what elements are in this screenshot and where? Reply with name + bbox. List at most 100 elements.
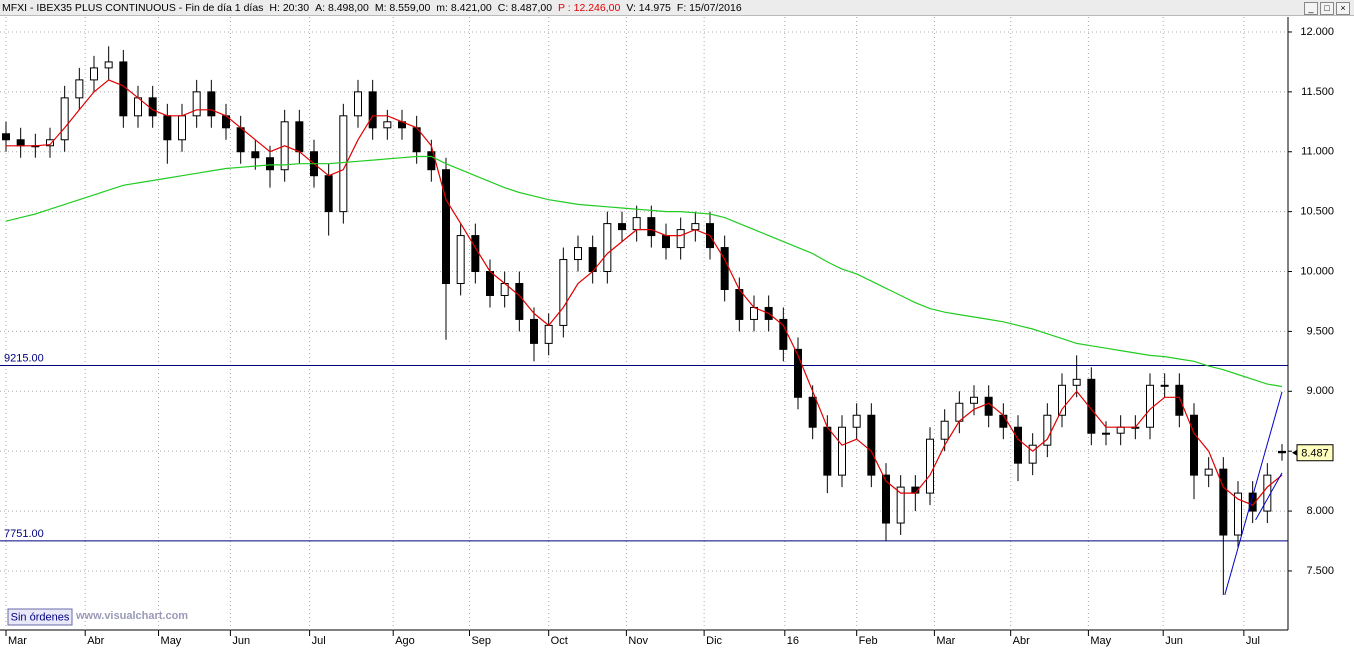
candle-body	[16, 139, 25, 147]
candle-body	[999, 414, 1008, 428]
candle-body	[1116, 426, 1125, 434]
candle-body	[456, 235, 465, 284]
orders-button[interactable]	[7, 608, 73, 626]
maximize-button[interactable]: □	[1320, 2, 1334, 15]
candle-body	[1248, 492, 1257, 512]
candle-body	[1204, 468, 1213, 476]
x-tick-label: Mar	[936, 635, 955, 647]
candle-body	[823, 426, 832, 476]
candle-body	[867, 414, 876, 476]
level-label: 7751.00	[4, 528, 44, 540]
candle-body	[104, 61, 113, 69]
candle-body	[46, 139, 54, 147]
y-tick-label: 11.000	[1301, 146, 1334, 158]
minimize-button[interactable]: _	[1304, 2, 1318, 15]
x-tick-label: Nov	[628, 635, 648, 647]
candle-body	[779, 318, 788, 350]
candle-body	[618, 223, 626, 231]
moving-average	[6, 79, 1283, 506]
watermark: www.visualchart.com	[75, 610, 188, 622]
header-field: F: 15/07/2016	[676, 2, 742, 14]
y-tick-label: 7.500	[1306, 565, 1334, 577]
candle-body	[676, 229, 685, 249]
y-tick-label: 11.500	[1301, 86, 1334, 98]
orders-button-label: Sin órdenes	[11, 611, 70, 623]
candle-body	[515, 282, 524, 320]
candle-body	[1072, 378, 1081, 386]
candle-body	[750, 306, 758, 320]
candle-body	[207, 91, 216, 117]
candle-body	[838, 426, 846, 476]
x-tick-label: Sep	[471, 635, 491, 647]
x-tick-label: Dic	[706, 635, 722, 647]
header-field: H: 20:30	[269, 2, 310, 14]
x-tick-label: Jun	[232, 635, 250, 647]
candle-body	[852, 414, 861, 428]
candle-body	[662, 235, 670, 249]
candle-body	[2, 133, 10, 141]
candle-body	[1160, 384, 1169, 387]
candle-body	[940, 420, 949, 440]
candle-body	[1190, 414, 1198, 476]
candle-body	[720, 247, 729, 290]
last-price-box	[1296, 444, 1334, 462]
candle-body	[970, 396, 978, 404]
y-tick-label: 12.000	[1300, 26, 1334, 38]
candle-body	[544, 324, 553, 344]
candle-body	[236, 127, 245, 153]
candle-body	[1263, 474, 1272, 512]
close-button[interactable]: ×	[1336, 2, 1350, 15]
header-field: MFXI - IBEX35 PLUS CONTINUOUS - Fin de d…	[2, 2, 264, 14]
header-field: M: 8.559,00	[374, 2, 431, 14]
candle-body	[794, 348, 802, 398]
candle-body	[60, 97, 69, 141]
header-field: m: 8.421,00	[436, 2, 492, 14]
x-tick-label: Mar	[8, 635, 27, 647]
y-tick-label: 8.000	[1306, 505, 1334, 517]
candle-body	[882, 474, 890, 524]
x-tick-label: Jul	[312, 635, 326, 647]
x-tick-label: Ago	[395, 635, 415, 647]
header-field: P : 12.246,00	[558, 2, 621, 14]
candle-body	[1058, 384, 1066, 416]
x-tick-label: May	[1090, 635, 1111, 647]
candle-body	[1219, 468, 1228, 536]
candle-body	[163, 115, 172, 141]
candle-body	[1175, 384, 1184, 416]
x-tick-label: Jul	[1246, 635, 1260, 647]
level-label: 9215.00	[4, 352, 44, 364]
y-tick-label: 10.500	[1300, 206, 1334, 218]
x-tick-label: 16	[787, 635, 799, 647]
x-tick-label: Abr	[87, 635, 104, 647]
candle-body	[1043, 414, 1052, 446]
x-tick-label: Jun	[1165, 635, 1183, 647]
candle-body	[984, 396, 993, 416]
candle-body	[647, 217, 656, 237]
candle-body	[442, 169, 450, 284]
candle-body	[603, 223, 612, 273]
candle-body	[1234, 492, 1242, 536]
x-tick-label: Feb	[859, 635, 878, 647]
candle-body	[808, 396, 817, 428]
candle-body	[1278, 450, 1286, 454]
candle-body	[383, 121, 392, 129]
candle-body	[735, 288, 744, 320]
header-bar: MFXI - IBEX35 PLUS CONTINUOUS - Fin de d…	[0, 0, 1354, 16]
candle-body	[251, 151, 260, 159]
candle-body	[632, 217, 641, 231]
candle-body	[574, 247, 582, 261]
candle-body	[148, 97, 157, 117]
y-tick-label: 10.000	[1300, 265, 1334, 277]
header-field: C: 8.487,00	[497, 2, 553, 14]
candle-body	[266, 157, 274, 171]
trend-line	[1224, 391, 1283, 596]
header-field: A: 8.498,00	[315, 2, 369, 14]
candle-body	[1102, 432, 1110, 435]
candle-body	[471, 235, 480, 273]
trend-line	[1255, 472, 1283, 521]
candle-body	[486, 271, 494, 296]
x-tick-label: May	[161, 635, 182, 647]
candle-body	[530, 318, 538, 344]
